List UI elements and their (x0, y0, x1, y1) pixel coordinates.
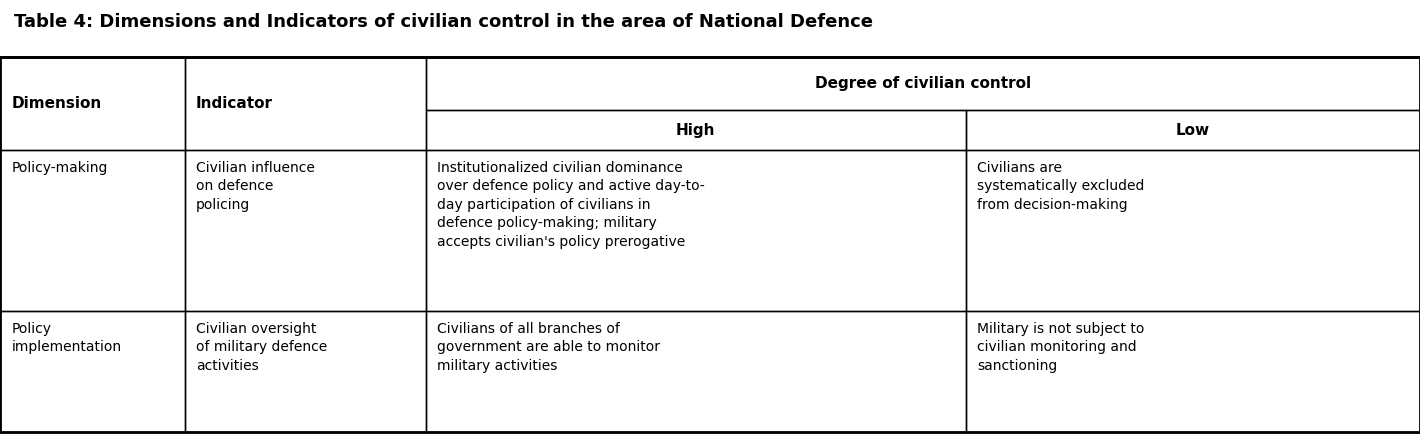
Text: Civilians of all branches of
government are able to monitor
military activities: Civilians of all branches of government … (437, 322, 660, 373)
Bar (0, 311, 185, 432)
Bar (966, 150, 1420, 311)
Text: Dimension: Dimension (11, 96, 102, 111)
Text: High: High (676, 123, 716, 138)
Text: Civilian oversight
of military defence
activities: Civilian oversight of military defence a… (196, 322, 327, 373)
Bar (966, 311, 1420, 432)
Text: Policy
implementation: Policy implementation (11, 322, 122, 354)
Bar (0, 57, 185, 150)
Bar (185, 57, 426, 150)
Bar (0, 150, 185, 311)
Bar (185, 311, 426, 432)
Bar (0, 57, 1420, 432)
Text: Degree of civilian control: Degree of civilian control (815, 76, 1031, 91)
Text: Indicator: Indicator (196, 96, 273, 111)
Text: Table 4: Dimensions and Indicators of civilian control in the area of National D: Table 4: Dimensions and Indicators of ci… (14, 13, 873, 31)
Text: Civilian influence
on defence
policing: Civilian influence on defence policing (196, 161, 315, 212)
Bar (185, 150, 426, 311)
Bar (426, 311, 966, 432)
Bar (426, 150, 966, 311)
Text: Low: Low (1176, 123, 1210, 138)
Text: Civilians are
systematically excluded
from decision-making: Civilians are systematically excluded fr… (977, 161, 1145, 212)
Bar (426, 57, 1420, 110)
Text: Policy-making: Policy-making (11, 161, 108, 175)
Text: Military is not subject to
civilian monitoring and
sanctioning: Military is not subject to civilian moni… (977, 322, 1145, 373)
Bar (966, 110, 1420, 150)
Text: Institutionalized civilian dominance
over defence policy and active day-to-
day : Institutionalized civilian dominance ove… (437, 161, 706, 249)
Bar (426, 110, 966, 150)
